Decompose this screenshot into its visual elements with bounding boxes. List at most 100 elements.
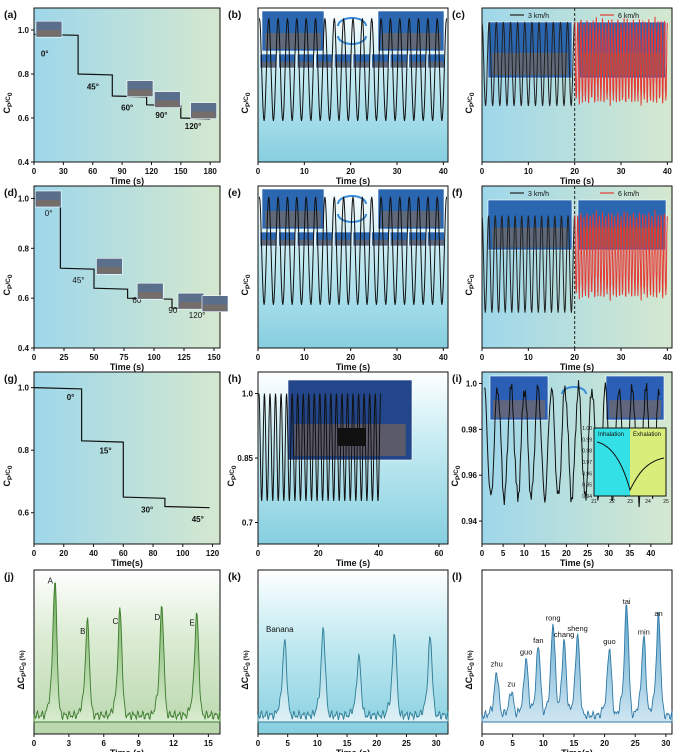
x-tick-label: 90	[118, 167, 127, 176]
inset-y-tick: 0.98	[582, 449, 592, 455]
y-tick-label: 0.8	[18, 70, 30, 79]
x-tick-label: 20	[372, 739, 381, 748]
y-axis-title: ΔCP/C0 (%)	[464, 650, 476, 689]
y-axis-title: CP/C0	[2, 92, 14, 113]
x-tick-label: 5	[510, 739, 515, 748]
x-tick-label: 30	[661, 739, 670, 748]
syllable-label: zhu	[491, 660, 503, 669]
panel-tag: (h)	[228, 373, 241, 385]
x-axis-title: Time (s)	[560, 558, 594, 568]
panel-tag: (k)	[228, 571, 241, 583]
step-annotation: 45°	[72, 276, 84, 285]
x-tick-label: 60	[434, 549, 443, 558]
y-axis-title-part: P	[245, 102, 252, 107]
step-annotation: 30°	[141, 506, 153, 515]
y-tick-label: 0.4	[18, 158, 30, 167]
panel-d: (d) 0 25 50 75 100 125 150 Time (s) 0.4 0.6 0.8 1.0 C…	[2, 185, 229, 372]
syllable-label: min	[638, 628, 650, 637]
panel-l: (l)051015202530Time(s)ΔCP/C0 (%)zhuzuguo…	[452, 569, 673, 752]
frame-thumbnail-floor	[428, 239, 444, 246]
y-tick-label: 0.8	[18, 446, 30, 455]
series-line	[33, 197, 215, 310]
plot-frame	[33, 185, 221, 349]
inset-y-tick: 0.95	[582, 483, 592, 489]
inset-exhalation-bg	[630, 428, 666, 496]
x-tick-label: 120	[145, 167, 159, 176]
step-annotation: 0°	[41, 49, 49, 58]
peak-label: B	[80, 627, 85, 636]
area-series	[481, 604, 673, 723]
y-axis-title-text: CP/C0	[240, 274, 252, 295]
thumbnail-photo-floor	[97, 267, 122, 274]
x-tick-label: 75	[120, 353, 129, 362]
plot-frame	[257, 185, 449, 349]
x-tick-label: 5	[285, 739, 290, 748]
inset-y-tick: 0.96	[582, 471, 592, 477]
y-axis-title-part: P	[469, 102, 476, 107]
frame-thumbnail-floor	[428, 61, 444, 68]
x-axis-title: Time (s)	[336, 362, 370, 372]
y-tick-label: 0.8	[18, 244, 30, 253]
x-tick-label: 100	[147, 353, 161, 362]
y-axis-title-text: CP/C0	[2, 465, 14, 486]
x-tick-label: 10	[300, 353, 309, 362]
y-axis-title-part: (%)	[243, 650, 250, 662]
step-annotation: 60°	[121, 103, 133, 112]
step-annotation: 60°	[132, 296, 144, 305]
thumbnail-photo-floor	[37, 30, 61, 37]
y-axis-title-part: (%)	[19, 650, 26, 662]
x-axis-title: Time (s)	[110, 362, 144, 372]
x-tick-label: 40	[663, 353, 672, 362]
x-tick-label: 30	[393, 353, 402, 362]
y-axis-title-part: /C	[467, 666, 474, 673]
area-series	[257, 627, 449, 723]
frame-thumbnail-floor	[335, 61, 351, 68]
plot-frame	[481, 185, 673, 349]
y-axis-title-text: ΔCP/C0 (%)	[16, 650, 28, 689]
x-tick-label: 30	[604, 549, 613, 558]
y-tick-label: 0.7	[242, 519, 254, 528]
thumbnail-photo-floor	[138, 292, 162, 299]
x-axis-title: Time (s)	[560, 362, 594, 372]
x-tick-label: 30	[617, 353, 626, 362]
y-axis-title-part: P	[7, 284, 14, 289]
inset-y-tick: 0.97	[582, 460, 592, 466]
x-tick-label: 25	[583, 549, 592, 558]
x-tick-label: 20	[570, 353, 579, 362]
frame-thumbnail-floor	[372, 239, 388, 246]
y-axis-title: CP/C0	[464, 92, 476, 113]
y-axis-title-text: CP/C0	[450, 465, 462, 486]
y-axis-title-part: 0	[245, 92, 252, 96]
frame-thumbnail-floor	[335, 239, 351, 246]
y-axis-title-part: 0	[469, 662, 476, 666]
syllable-label: guo	[520, 648, 533, 657]
frame-thumbnail-floor	[260, 61, 277, 68]
rotate-arrow-icon	[337, 17, 367, 27]
y-axis-title-part: P	[231, 475, 238, 480]
word-label: Banana	[266, 625, 294, 634]
panel-tag: (a)	[4, 9, 17, 21]
frame-thumbnail-floor	[298, 61, 314, 68]
frame-thumbnail-floor	[316, 61, 332, 68]
step-annotation: 45°	[87, 82, 99, 91]
rotate-arrow-icon	[337, 35, 367, 45]
x-tick-label: 0	[480, 167, 485, 176]
y-axis-title-part: 0	[21, 662, 28, 666]
y-axis-title-part: P	[245, 672, 252, 677]
series-line	[484, 380, 660, 508]
panel-tag: (g)	[4, 373, 17, 385]
x-tick-label: 10	[300, 167, 309, 176]
y-axis-title-part: C	[2, 288, 12, 295]
panel-a: (a) 0 30 60 90 120 150 180 Time (s) 0.4 0.6 0.8 1.0 C…	[2, 7, 221, 186]
y-axis-title-text: CP/C0	[240, 92, 252, 113]
y-axis-title-part: /C	[19, 666, 26, 673]
y-axis-title-text: ΔCP/C0 (%)	[240, 650, 252, 689]
x-tick-label: 25	[631, 739, 640, 748]
x-tick-label: 5	[501, 549, 506, 558]
y-axis-title-text: CP/C0	[464, 92, 476, 113]
step-annotation: 0°	[67, 393, 75, 402]
y-axis-title-part: /C	[243, 96, 250, 103]
